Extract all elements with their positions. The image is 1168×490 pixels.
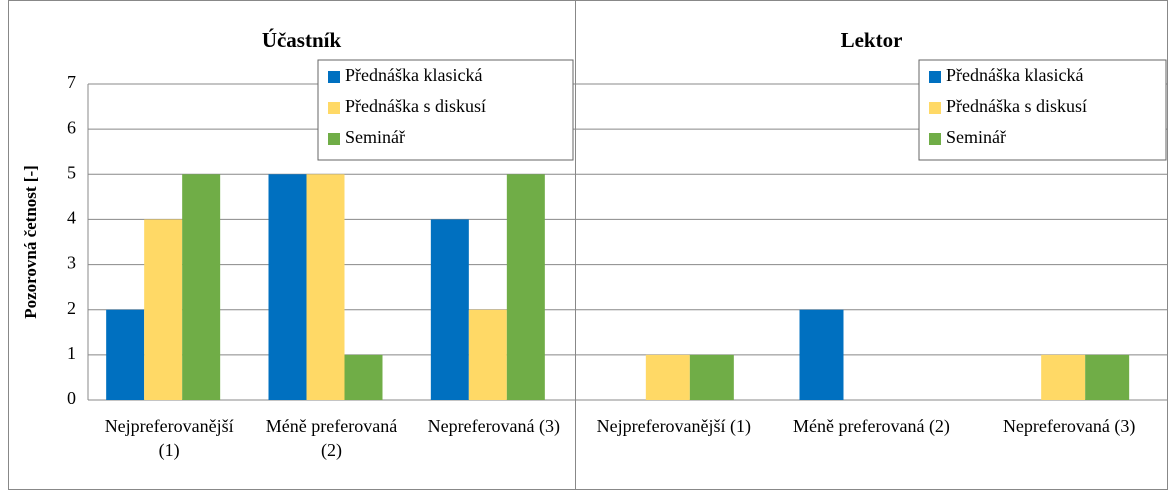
y-tick-label: 3 [67, 253, 76, 273]
y-tick-label: 1 [67, 343, 76, 363]
bar [182, 174, 221, 400]
x-tick-label: Nepreferovaná (3) [1002, 416, 1136, 436]
bar [689, 354, 734, 400]
legend-swatch [328, 102, 340, 114]
legend-swatch [929, 133, 941, 145]
legend-label: Seminář [345, 127, 405, 147]
y-tick-label: 5 [67, 162, 76, 182]
bar [344, 354, 383, 400]
bar [468, 309, 507, 400]
x-tick-label: Méně preferovaná (2) [793, 416, 950, 436]
bar [144, 219, 183, 400]
legend-box [918, 59, 1167, 161]
y-axis-label: Pozorovná četnost [-] [21, 165, 40, 319]
legend-swatch [929, 102, 941, 114]
legend-swatch [929, 71, 941, 83]
y-tick-label: 6 [67, 117, 76, 137]
legend-label: Přednáška klasická [946, 65, 1083, 85]
legend-label: Přednáška klasická [345, 65, 482, 85]
x-tick-label: Méně preferovaná (2) [265, 416, 398, 460]
bar [506, 174, 545, 400]
bar [1041, 354, 1086, 400]
x-tick-label: Nejpreferovanější (1) [104, 416, 234, 460]
x-tick-label: Nepreferovaná (3) [427, 416, 561, 436]
bar [430, 219, 469, 400]
y-tick-label: 7 [67, 72, 76, 92]
bar [268, 174, 307, 400]
bar [106, 309, 145, 400]
legend-swatch [328, 71, 340, 83]
bar [645, 354, 690, 400]
y-tick-label: 4 [67, 208, 76, 228]
chart-title: Lektor [841, 28, 903, 52]
legend-box [317, 59, 574, 161]
bar [799, 309, 844, 400]
legend-label: Seminář [946, 127, 1006, 147]
y-tick-label: 0 [67, 388, 76, 408]
legend-swatch [328, 133, 340, 145]
x-tick-label: Nejpreferovanější (1) [596, 416, 752, 436]
legend-label: Přednáška s diskusí [946, 96, 1087, 116]
bar [1085, 354, 1130, 400]
chart-title: Účastník [262, 28, 342, 52]
legend-label: Přednáška s diskusí [345, 96, 486, 116]
y-tick-label: 2 [67, 298, 76, 318]
bar [306, 174, 345, 400]
